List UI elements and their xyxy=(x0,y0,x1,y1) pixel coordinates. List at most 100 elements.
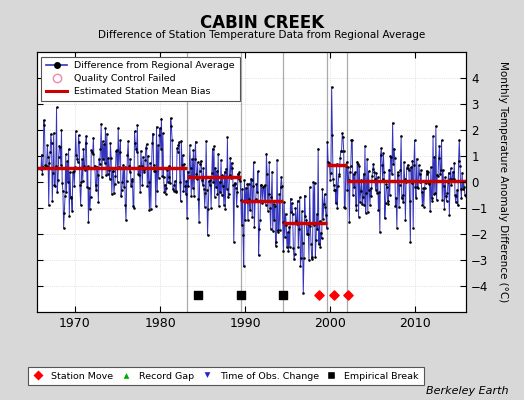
Point xyxy=(387,154,396,160)
Point xyxy=(433,172,442,178)
Point xyxy=(264,191,272,198)
Point xyxy=(316,244,324,250)
Point xyxy=(192,171,200,177)
Point xyxy=(398,192,407,198)
Point xyxy=(225,191,233,198)
Point xyxy=(101,160,109,166)
Point xyxy=(445,211,454,218)
Point xyxy=(101,125,110,131)
Point xyxy=(360,202,368,208)
Point xyxy=(52,104,61,111)
Point xyxy=(141,145,150,151)
Point xyxy=(215,202,223,209)
Point xyxy=(113,146,121,153)
Point xyxy=(159,130,167,136)
Point xyxy=(462,193,470,199)
Point xyxy=(330,186,339,193)
Point xyxy=(237,222,246,228)
Point xyxy=(157,115,166,122)
Point xyxy=(434,172,442,179)
Point xyxy=(179,152,187,158)
Point xyxy=(219,172,227,178)
Point xyxy=(390,145,398,152)
Point xyxy=(447,182,456,188)
Point xyxy=(166,180,174,186)
Point xyxy=(396,182,404,188)
Point xyxy=(408,180,416,186)
Point xyxy=(119,162,127,168)
Point xyxy=(141,156,149,163)
Point xyxy=(271,243,280,249)
Point xyxy=(235,169,244,175)
Point xyxy=(436,167,445,174)
Point xyxy=(127,182,135,189)
Point xyxy=(114,125,123,131)
Point xyxy=(153,188,161,194)
Point xyxy=(435,143,444,150)
Point xyxy=(97,120,105,127)
Point xyxy=(297,255,305,261)
Point xyxy=(352,207,361,213)
Point xyxy=(315,292,323,298)
Point xyxy=(99,156,107,162)
Point xyxy=(65,212,73,219)
Point xyxy=(392,195,400,201)
Point xyxy=(286,195,294,202)
Point xyxy=(304,221,312,227)
Text: Difference of Station Temperature Data from Regional Average: Difference of Station Temperature Data f… xyxy=(99,30,425,40)
Point xyxy=(346,169,354,175)
Point xyxy=(201,190,210,196)
Point xyxy=(255,252,263,258)
Point xyxy=(193,159,202,166)
Point xyxy=(233,203,241,209)
Point xyxy=(143,183,151,189)
Point xyxy=(280,199,288,205)
Point xyxy=(40,117,48,123)
Point xyxy=(350,170,358,177)
Point xyxy=(334,183,342,189)
Point xyxy=(258,200,266,206)
Point xyxy=(64,179,72,185)
Point xyxy=(353,158,362,165)
Point xyxy=(267,194,276,200)
Point xyxy=(91,182,100,188)
Point xyxy=(296,194,304,201)
Point xyxy=(348,137,356,144)
Point xyxy=(108,168,117,174)
Point xyxy=(76,182,84,188)
Point xyxy=(337,148,346,154)
Point xyxy=(137,148,145,154)
Point xyxy=(319,215,328,222)
Point xyxy=(50,182,59,188)
Point xyxy=(434,154,443,161)
Point xyxy=(370,168,378,175)
Point xyxy=(131,140,139,146)
Point xyxy=(293,197,302,204)
Point xyxy=(73,156,81,162)
Point xyxy=(276,226,284,233)
Point xyxy=(370,176,379,182)
Point xyxy=(112,148,121,154)
Point xyxy=(220,202,228,208)
Point xyxy=(252,181,260,188)
Point xyxy=(368,166,377,172)
Point xyxy=(444,179,452,186)
Point xyxy=(117,193,125,199)
Point xyxy=(409,225,418,231)
Point xyxy=(358,201,366,207)
Point xyxy=(47,139,56,146)
Point xyxy=(214,151,222,158)
Point xyxy=(79,178,87,185)
Point xyxy=(357,177,366,184)
Point xyxy=(294,244,302,250)
Point xyxy=(382,181,390,188)
Point xyxy=(345,218,354,225)
Point xyxy=(236,177,244,184)
Point xyxy=(215,178,224,185)
Point xyxy=(418,202,427,208)
Point xyxy=(89,150,97,157)
Point xyxy=(418,188,426,195)
Point xyxy=(145,207,154,213)
Point xyxy=(82,133,91,139)
Point xyxy=(375,189,384,196)
